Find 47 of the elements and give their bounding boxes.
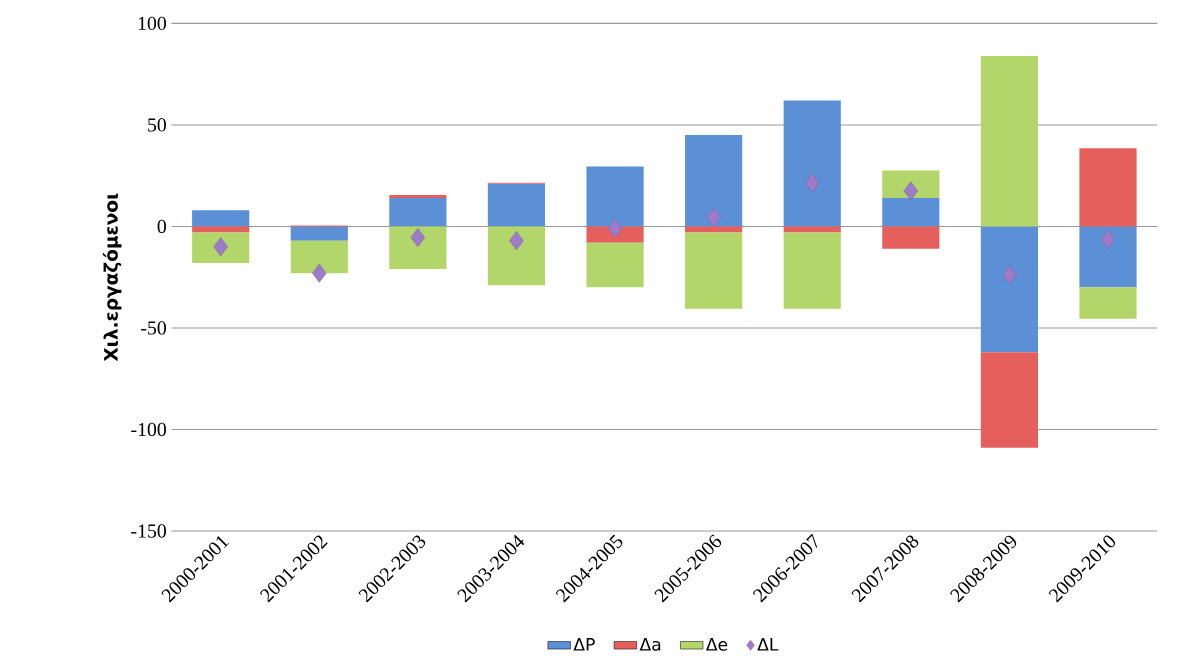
y-tick-label: -100: [131, 422, 166, 436]
bar: [783, 226, 841, 233]
bar: [192, 226, 250, 233]
bar: [685, 134, 743, 227]
bar: [389, 226, 447, 269]
bar: [685, 226, 743, 233]
y-axis-title: Χιλ.εργαζόμενοι: [102, 193, 122, 361]
bar: [980, 55, 1039, 227]
bar: [192, 232, 250, 263]
point: [509, 230, 524, 250]
legend-label: ΔL: [757, 637, 779, 651]
bar: [586, 242, 644, 288]
bar: [783, 232, 841, 309]
legend-label: Δe: [706, 637, 728, 651]
bar: [487, 226, 546, 286]
point: [312, 263, 327, 283]
bar: [783, 100, 841, 227]
bar: [980, 352, 1039, 448]
y-tick-label: 100: [138, 16, 166, 30]
legend-label: ΔP: [573, 637, 595, 651]
bar: [290, 240, 348, 273]
point: [805, 173, 820, 193]
bar: [290, 226, 348, 241]
point: [410, 227, 426, 247]
point: [1002, 265, 1017, 285]
bar: [685, 232, 743, 309]
point: [213, 237, 228, 257]
point: [1100, 229, 1116, 249]
bar: [882, 226, 940, 249]
point: [706, 207, 721, 227]
bar: [586, 166, 644, 227]
bar: [389, 194, 447, 198]
y-tick-label: -50: [141, 321, 166, 335]
point: [903, 181, 919, 201]
bar: [389, 197, 447, 227]
bar: [1079, 226, 1137, 288]
bar: [980, 226, 1039, 353]
bar: [882, 197, 940, 227]
bar: [487, 183, 546, 227]
legend-label: Δa: [639, 637, 661, 651]
point: [607, 218, 623, 238]
y-tick-label: 0: [157, 219, 166, 233]
bar: [1079, 287, 1137, 319]
bar: [192, 209, 250, 227]
bar: [1079, 148, 1137, 227]
y-tick-label: 50: [148, 118, 166, 132]
y-tick-label: -150: [131, 524, 166, 538]
